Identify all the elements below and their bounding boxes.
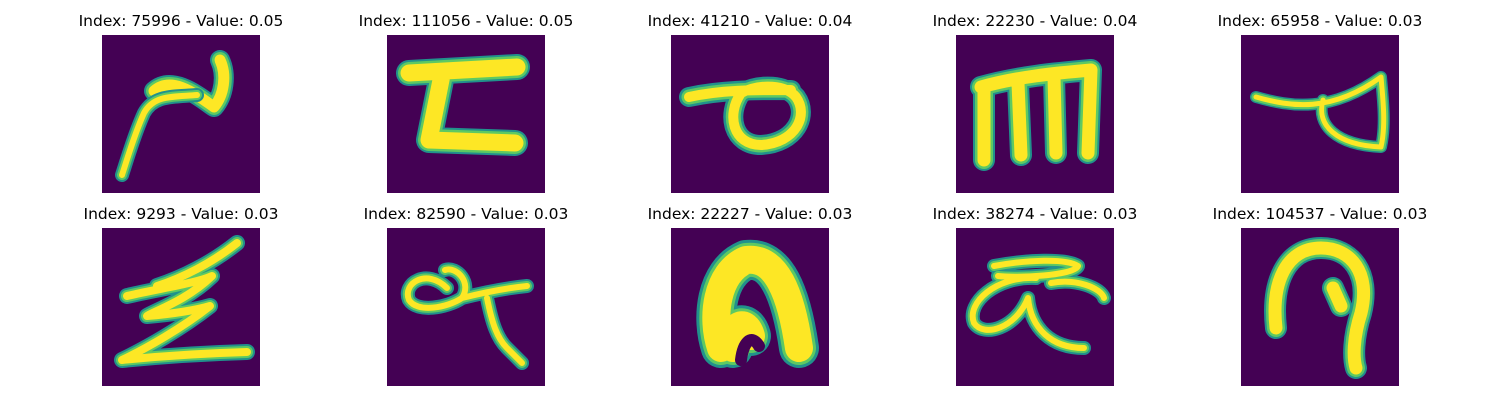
handwritten-glyph-7 (400, 262, 534, 370)
handwritten-glyph-8 (696, 239, 819, 368)
panel-title: Index: 22227 - Value: 0.03 (647, 205, 853, 223)
handwritten-glyph-10 (1264, 237, 1375, 379)
panel-7: Index: 82590 - Value: 0.03 (364, 205, 568, 386)
digit-image (387, 35, 545, 193)
panel-title: Index: 22230 - Value: 0.04 (932, 12, 1138, 30)
digit-image (671, 35, 829, 193)
handwritten-glyph-4 (970, 59, 1102, 171)
digit-image (671, 228, 829, 386)
digit-image (956, 35, 1114, 193)
handwritten-glyph-3 (679, 76, 811, 155)
handwritten-glyph-5 (1250, 71, 1390, 153)
panel-10: Index: 104537 - Value: 0.03 (1213, 205, 1427, 386)
digit-image (102, 228, 260, 386)
panel-title: Index: 104537 - Value: 0.03 (1212, 205, 1428, 223)
panel-title: Index: 75996 - Value: 0.05 (78, 12, 284, 30)
panel-title: Index: 111056 - Value: 0.05 (358, 12, 574, 30)
panel-title: Index: 41210 - Value: 0.04 (647, 12, 853, 30)
panel-title: Index: 82590 - Value: 0.03 (363, 205, 569, 223)
digit-image (956, 228, 1114, 386)
digit-image (102, 35, 260, 193)
panel-2: Index: 111056 - Value: 0.05 (359, 12, 573, 193)
digit-image (1241, 35, 1399, 193)
handwritten-glyph-1 (115, 50, 234, 182)
panel-1: Index: 75996 - Value: 0.05 (79, 12, 283, 193)
digit-image (387, 228, 545, 386)
handwritten-glyph-9 (965, 253, 1111, 355)
digit-image (1241, 228, 1399, 386)
panel-9: Index: 38274 - Value: 0.03 (933, 205, 1137, 386)
panel-3: Index: 41210 - Value: 0.04 (648, 12, 852, 193)
panel-4: Index: 22230 - Value: 0.04 (933, 12, 1137, 193)
panel-5: Index: 65958 - Value: 0.03 (1218, 12, 1422, 193)
panel-title: Index: 65958 - Value: 0.03 (1217, 12, 1423, 30)
panel-title: Index: 9293 - Value: 0.03 (83, 205, 279, 223)
panel-6: Index: 9293 - Value: 0.03 (84, 205, 278, 386)
handwritten-glyph-6 (114, 235, 255, 368)
handwritten-glyph-2 (396, 54, 530, 156)
panel-8: Index: 22227 - Value: 0.03 (648, 205, 852, 386)
panel-title: Index: 38274 - Value: 0.03 (932, 205, 1138, 223)
